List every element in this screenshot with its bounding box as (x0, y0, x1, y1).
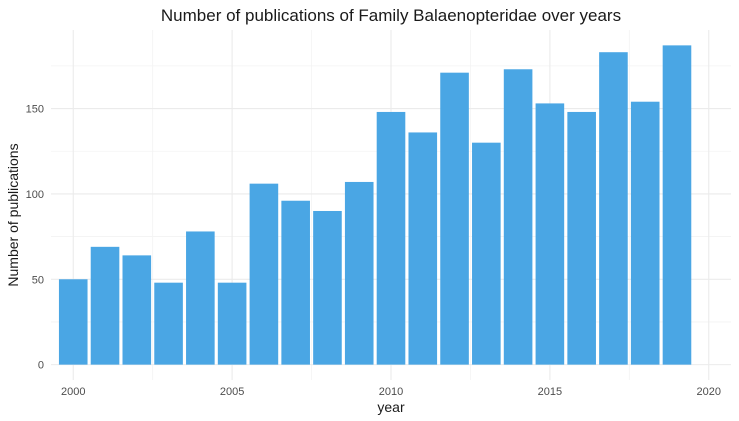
bar (535, 103, 565, 365)
bar (313, 210, 342, 365)
bar (154, 282, 183, 365)
y-tick-label: 100 (26, 189, 44, 201)
bar (376, 111, 406, 365)
y-axis-ticks: 0 50 100 150 (26, 104, 44, 372)
chart-title: Number of publications of Family Balaeno… (161, 6, 621, 25)
bar (630, 101, 660, 365)
bar (472, 142, 501, 365)
x-tick-label: 2010 (379, 386, 403, 398)
bar (662, 45, 692, 365)
bar (503, 69, 533, 365)
bar (90, 246, 120, 365)
bar (567, 111, 596, 365)
x-tick-label: 2015 (538, 386, 562, 398)
y-tick-label: 150 (26, 104, 44, 116)
bar (408, 132, 438, 365)
bar (122, 255, 152, 365)
bars (58, 45, 692, 365)
y-tick-label: 0 (38, 360, 44, 372)
bar (281, 200, 310, 365)
y-tick-label: 50 (32, 274, 44, 286)
x-axis-title: year (377, 399, 405, 415)
bar (440, 72, 469, 365)
y-axis-title: Number of publications (5, 143, 21, 286)
x-tick-label: 2005 (220, 386, 244, 398)
x-tick-label: 2000 (61, 386, 85, 398)
bar (217, 282, 247, 365)
x-axis-ticks: 2000 2005 2010 2015 2020 (61, 386, 721, 398)
bar (249, 183, 279, 365)
bar (344, 181, 374, 365)
bar (599, 52, 628, 365)
x-tick-label: 2020 (697, 386, 721, 398)
bar (186, 231, 215, 365)
bar (58, 279, 88, 365)
